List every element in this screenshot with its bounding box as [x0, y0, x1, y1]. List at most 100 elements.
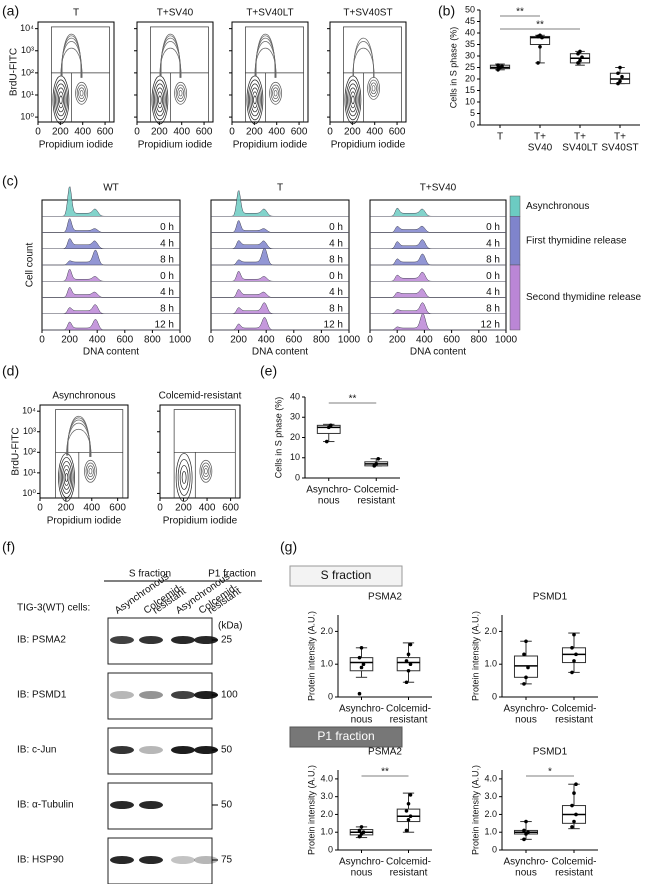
contour — [76, 84, 87, 102]
x-tick-label: 400 — [366, 127, 383, 138]
marker-label: 25 — [221, 635, 233, 646]
x-tick-label: 0 — [39, 335, 45, 346]
y-tick-label: 10³ — [23, 426, 36, 436]
x-tick-label: resistant — [555, 715, 593, 726]
x-tick-label: 0 — [157, 503, 163, 514]
contour — [154, 83, 166, 117]
x-tick-label: 400 — [416, 335, 433, 346]
data-point — [570, 670, 574, 675]
y-axis-label: Protein intensity (A.U.) — [470, 765, 480, 855]
x-tick-label: 200 — [230, 335, 247, 346]
x-tick-label: nous — [351, 868, 373, 879]
data-point — [618, 79, 622, 84]
band — [194, 691, 218, 699]
row-label: 4 h — [329, 287, 343, 298]
x-tick-label: 1000 — [169, 335, 192, 346]
y-tick-label: 10¹ — [23, 467, 36, 477]
x-tick-label: 600 — [109, 503, 126, 514]
histogram — [42, 319, 180, 331]
chart-title: PSMA2 — [368, 747, 402, 758]
data-point — [404, 828, 409, 833]
data-point — [578, 58, 582, 63]
contour — [160, 33, 181, 78]
y-tick-label: 10⁰ — [22, 488, 36, 498]
section-box — [289, 565, 403, 587]
y-tick-label: 2.0 — [320, 809, 333, 819]
band — [171, 856, 195, 864]
y-tick-label: 3.0 — [320, 791, 333, 801]
x-tick-label: 400 — [83, 503, 100, 514]
x-axis-label: Propidium iodide — [39, 140, 114, 151]
y-tick-label: 0 — [470, 119, 475, 129]
row-label: 12 h — [155, 320, 174, 331]
contour — [61, 35, 82, 78]
x-tick-label: Colcemid- — [354, 485, 399, 496]
contour — [63, 469, 70, 486]
contour — [345, 79, 360, 121]
data-point — [620, 74, 624, 79]
contour — [269, 81, 282, 105]
x-axis-label: Propidium iodide — [47, 516, 122, 527]
panel-label: (d) — [2, 363, 19, 379]
y-tick-label: 3.0 — [484, 791, 497, 801]
x-tick-label: 200 — [246, 127, 263, 138]
band — [110, 691, 134, 699]
x-tick-label: 400 — [74, 127, 91, 138]
plot-title: T+SV40ST — [343, 8, 392, 19]
contour — [61, 33, 82, 78]
y-tick-label: 50 — [465, 4, 475, 14]
plot-frame — [37, 21, 115, 123]
y-tick-label: 0 — [295, 472, 300, 482]
y-tick-label: 0 — [328, 844, 333, 854]
plot-frame — [329, 21, 407, 123]
contour — [272, 87, 279, 100]
x-tick-label: 600 — [97, 127, 114, 138]
band — [194, 636, 218, 644]
contour — [255, 33, 276, 78]
data-point — [404, 809, 409, 813]
y-tick-label: 10² — [21, 67, 34, 77]
histogram — [42, 186, 180, 217]
x-tick-label: resistant — [555, 868, 593, 879]
data-point — [522, 652, 526, 657]
contour — [175, 453, 193, 502]
histogram — [211, 220, 349, 233]
plot-title: Colcemid-resistant — [159, 391, 242, 402]
plot-frame — [39, 404, 129, 499]
data-point — [357, 691, 362, 696]
band — [110, 636, 134, 644]
contour — [177, 459, 191, 496]
plot-title: T+SV40 — [157, 8, 194, 19]
y-axis-label: Cells in S phase (%) — [448, 27, 458, 109]
y-tick-label: 0 — [492, 691, 497, 701]
box — [513, 655, 539, 678]
data-point — [376, 456, 381, 461]
x-tick-label: Asynchro- — [503, 857, 548, 868]
y-axis-label: Protein intensity (A.U.) — [470, 611, 480, 701]
row-label: 12 h — [324, 320, 343, 331]
x-tick-label: 600 — [222, 503, 239, 514]
x-axis-label: DNA content — [252, 347, 308, 358]
y-tick-label: 10¹ — [21, 89, 34, 99]
band — [110, 746, 134, 754]
contour — [249, 83, 261, 117]
fraction-header: P1 fraction — [208, 569, 256, 580]
plot-title: T+SV40LT — [246, 8, 293, 19]
plot-title: T — [277, 183, 283, 194]
data-point — [406, 801, 411, 806]
y-axis-label: Protein intensity (A.U.) — [306, 611, 316, 701]
x-tick-label: 400 — [268, 127, 285, 138]
contour — [347, 83, 359, 117]
chart-title: PSMD1 — [533, 747, 568, 758]
y-tick-label: 2.0 — [484, 809, 497, 819]
y-axis-label: BrdU-FITC — [11, 427, 22, 475]
chart-title: PSMD1 — [533, 592, 568, 603]
data-point — [522, 828, 526, 833]
marker-label: 75 — [221, 855, 233, 866]
data-point — [404, 659, 409, 663]
row-label: IB: PSMA2 — [17, 635, 66, 646]
data-point — [406, 668, 411, 673]
contour — [255, 35, 276, 78]
box — [396, 657, 421, 672]
contour — [370, 82, 377, 95]
